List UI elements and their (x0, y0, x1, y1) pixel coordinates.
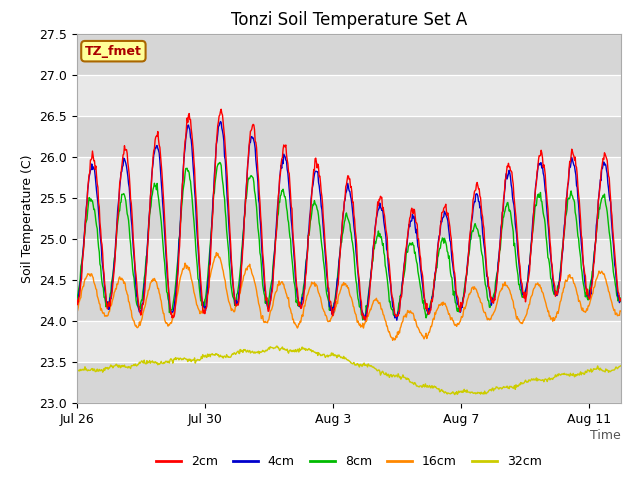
Legend: 2cm, 4cm, 8cm, 16cm, 32cm: 2cm, 4cm, 8cm, 16cm, 32cm (151, 450, 547, 473)
Bar (77, 116, 621, 157)
Text: Time: Time (590, 429, 621, 442)
Bar (77, 280, 621, 321)
Bar (77, 34, 621, 75)
Title: Tonzi Soil Temperature Set A: Tonzi Soil Temperature Set A (230, 11, 467, 29)
Bar (77, 198, 621, 239)
Bar (77, 362, 621, 403)
Text: TZ_fmet: TZ_fmet (85, 45, 142, 58)
Y-axis label: Soil Temperature (C): Soil Temperature (C) (20, 154, 34, 283)
